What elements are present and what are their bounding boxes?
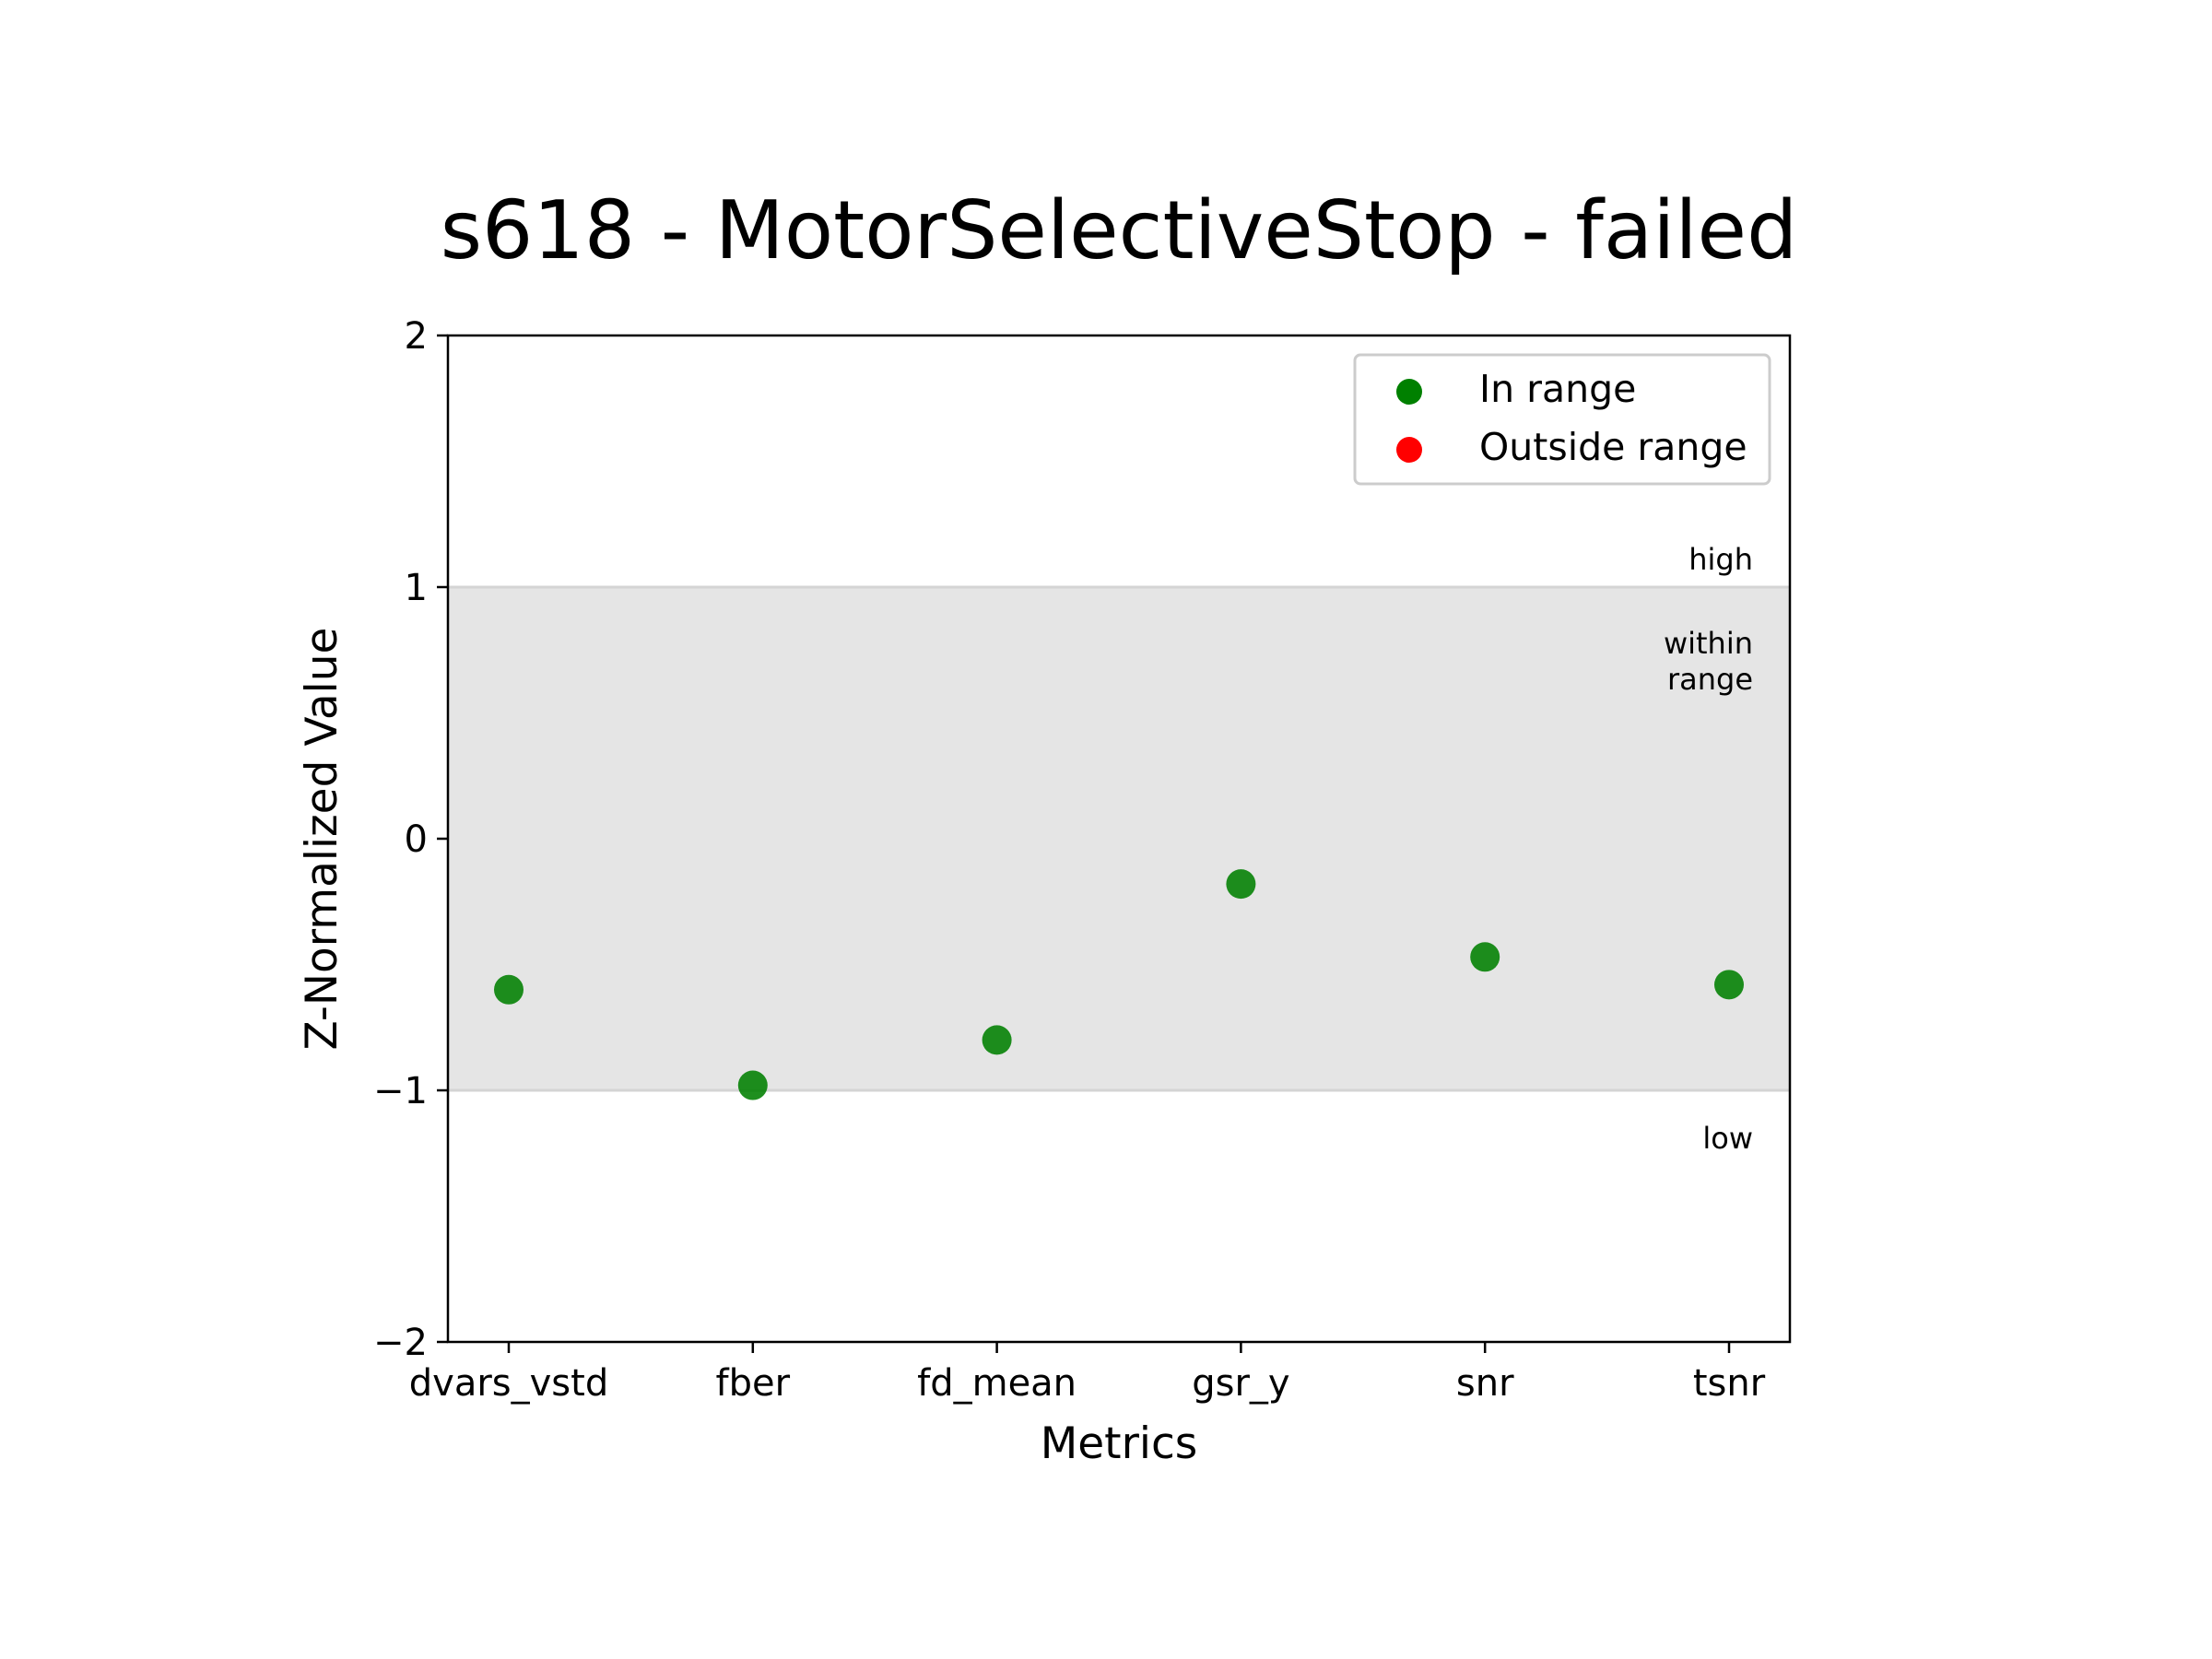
x-tick-label: fber: [716, 1362, 791, 1405]
y-axis-label: Z-Normalized Value: [297, 628, 347, 1051]
data-point: [1714, 970, 1744, 1000]
legend-marker-in-range: [1396, 379, 1422, 405]
x-tick-label: tsnr: [1693, 1362, 1766, 1405]
x-tick-label: gsr_y: [1192, 1362, 1289, 1405]
x-tick-label: fd_mean: [917, 1362, 1077, 1405]
within-range-band: [448, 587, 1790, 1090]
legend-label-outside-range: Outside range: [1479, 425, 1747, 469]
legend-label-in-range: In range: [1479, 367, 1636, 411]
legend-marker-outside-range: [1396, 437, 1422, 463]
data-point: [982, 1025, 1012, 1055]
y-tick-label: −1: [373, 1070, 428, 1112]
data-point: [1470, 942, 1500, 972]
band-label-low: low: [1702, 1121, 1753, 1156]
legend: In range Outside range: [1353, 353, 1771, 486]
y-axis-ticks: 2 1 0 −1 −2: [373, 315, 448, 1364]
y-tick-label: 0: [405, 818, 428, 861]
band-label-within: within: [1664, 626, 1753, 661]
x-tick-label: snr: [1456, 1362, 1514, 1405]
x-tick-label: dvars_vstd: [409, 1362, 608, 1405]
y-tick-label: 2: [405, 315, 428, 358]
band-label-high: high: [1688, 542, 1753, 577]
band-label-range: range: [1667, 662, 1753, 697]
data-point: [737, 1070, 768, 1100]
chart-title: s618 - MotorSelectiveStop - failed: [441, 183, 1798, 277]
plot-area: [446, 334, 1792, 1344]
y-tick-label: 1: [405, 567, 428, 609]
x-axis-label: Metrics: [1041, 1418, 1198, 1469]
data-points: [494, 869, 1744, 1100]
data-point: [494, 974, 524, 1005]
x-axis-ticks: dvars_vstd fber fd_mean gsr_y snr tsnr: [409, 1342, 1766, 1405]
data-point: [1226, 869, 1256, 900]
y-tick-label: −2: [373, 1322, 428, 1364]
legend-box: [1353, 353, 1771, 486]
